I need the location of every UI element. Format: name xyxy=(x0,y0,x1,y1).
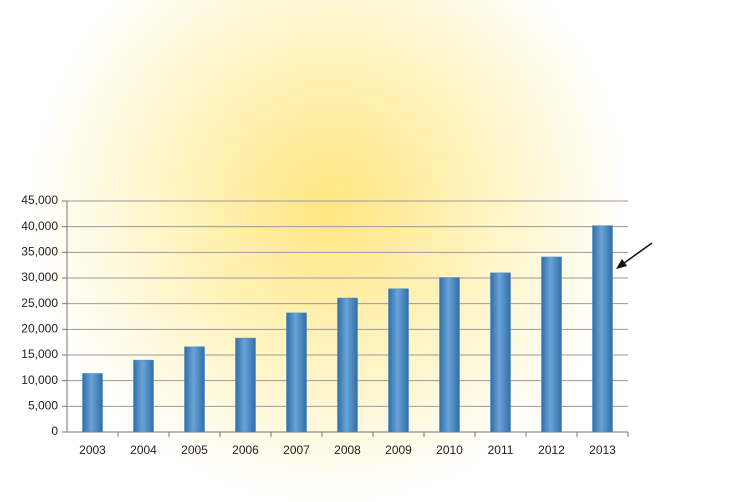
x-tick-label: 2010 xyxy=(436,443,463,457)
bar xyxy=(439,277,460,433)
y-tick-label: 30,000 xyxy=(21,270,58,284)
y-tick-label: 0 xyxy=(51,424,58,438)
bar xyxy=(82,373,103,433)
x-tick-label: 2013 xyxy=(589,443,616,457)
y-tick-label: 25,000 xyxy=(21,296,58,310)
y-tick-label: 40,000 xyxy=(21,219,58,233)
bar xyxy=(337,297,358,433)
x-tick-label: 2012 xyxy=(538,443,565,457)
bar xyxy=(541,256,562,433)
y-tick-label: 15,000 xyxy=(21,347,58,361)
bar xyxy=(490,272,511,433)
x-tick-label: 2005 xyxy=(181,443,208,457)
arrow xyxy=(616,242,653,269)
bar xyxy=(592,225,613,433)
x-tick-label: 2004 xyxy=(130,443,157,457)
bar xyxy=(235,337,256,433)
bar xyxy=(133,359,154,433)
bar xyxy=(184,346,205,433)
y-tick-label: 45,000 xyxy=(21,193,58,207)
y-tick-label: 5,000 xyxy=(28,399,58,413)
y-tick-label: 10,000 xyxy=(21,373,58,387)
y-tick-label: 35,000 xyxy=(21,245,58,259)
x-tick-label: 2003 xyxy=(79,443,106,457)
y-tick-label: 20,000 xyxy=(21,322,58,336)
x-tick-label: 2008 xyxy=(334,443,361,457)
x-tick-label: 2007 xyxy=(283,443,310,457)
x-tick-label: 2011 xyxy=(488,443,514,457)
x-tick-label: 2009 xyxy=(385,443,412,457)
x-tick-label: 2006 xyxy=(232,443,259,457)
bar xyxy=(388,288,409,433)
bar xyxy=(286,312,307,433)
